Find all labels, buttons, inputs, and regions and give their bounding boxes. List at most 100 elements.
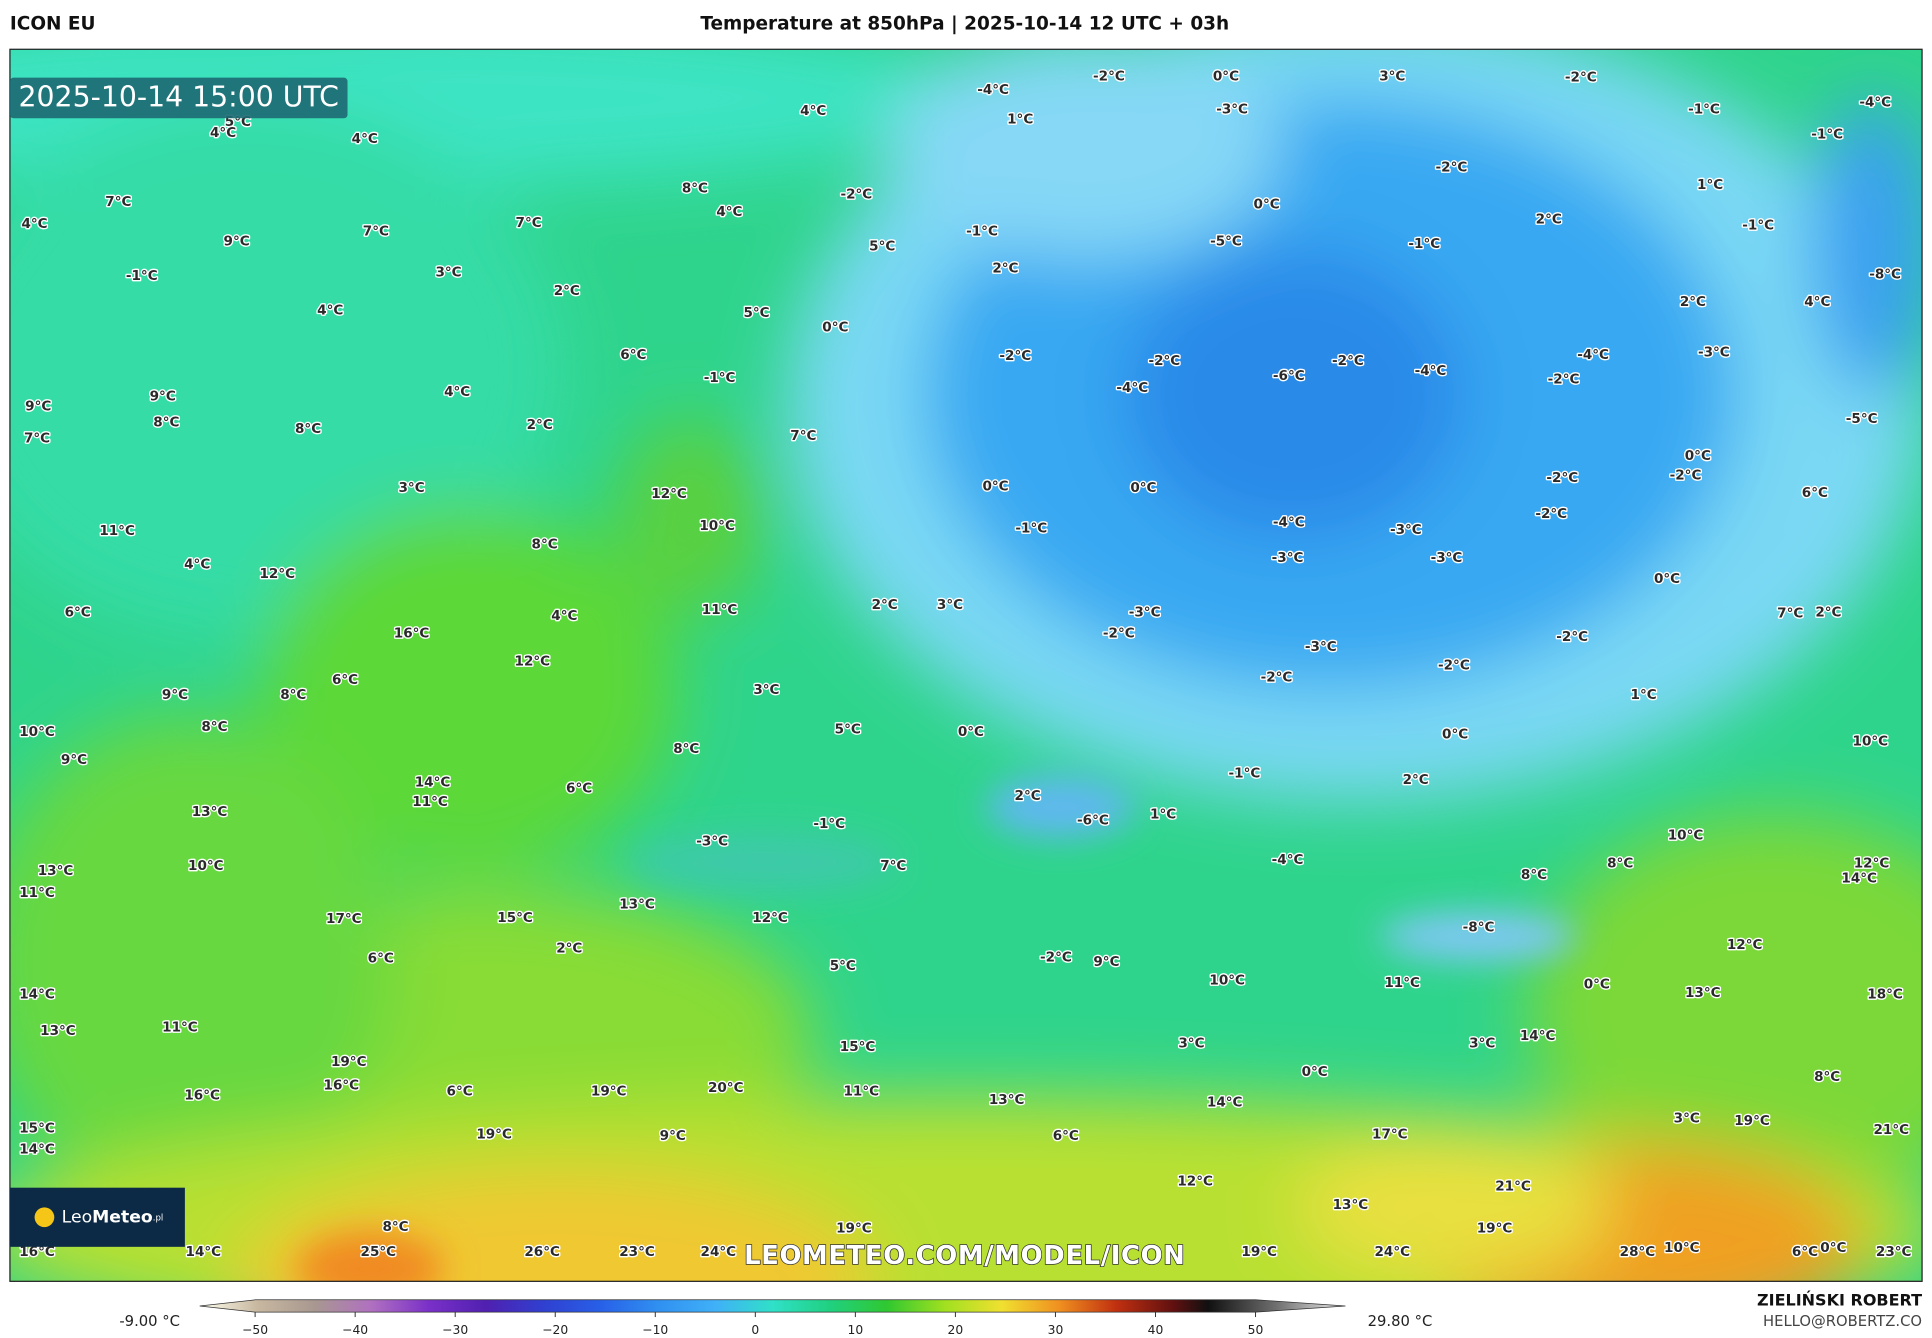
temperature-label: 14°C [1841, 870, 1877, 886]
temperature-label: 7°C [105, 194, 131, 210]
color-bar-tick-label: 40 [1148, 1323, 1164, 1337]
temperature-label: -4°C [1859, 94, 1891, 110]
temperature-label: 16°C [184, 1087, 220, 1103]
temperature-label: 24°C [701, 1244, 737, 1260]
temperature-label: 19°C [1241, 1244, 1277, 1260]
temperature-label: 8°C [382, 1219, 408, 1235]
temperature-label: 19°C [1734, 1113, 1770, 1129]
temperature-label: 5°C [743, 305, 769, 321]
temperature-label: 3°C [1178, 1036, 1204, 1052]
email: HELLO@ROBERTZ.CO [1763, 1313, 1922, 1330]
temperature-field [9, 49, 1923, 1282]
temperature-label: -2°C [840, 187, 872, 203]
temperature-label: 9°C [1093, 954, 1119, 970]
temperature-label: -4°C [1272, 852, 1304, 868]
temperature-label: -2°C [999, 348, 1031, 364]
temperature-label: -2°C [1565, 70, 1597, 86]
color-bar-tick-label: 0 [751, 1323, 759, 1337]
temperature-label: 1°C [1631, 687, 1657, 703]
color-bar-tick-label: −20 [542, 1323, 568, 1337]
temperature-label: 12°C [1854, 856, 1890, 872]
temperature-label: -2°C [1556, 629, 1588, 645]
temperature-label: 8°C [1607, 856, 1633, 872]
temperature-label: -4°C [1116, 380, 1148, 396]
temperature-label: -2°C [1535, 506, 1567, 522]
temperature-label: 2°C [1403, 772, 1429, 788]
temperature-label: 6°C [1053, 1128, 1079, 1144]
temperature-label: -2°C [1332, 353, 1364, 369]
temperature-label: 0°C [982, 479, 1008, 495]
legend-min: -9.00 °C [119, 1313, 180, 1330]
temperature-label: 10°C [699, 518, 735, 534]
temperature-label: 10°C [19, 724, 55, 740]
temperature-label: 6°C [368, 951, 394, 967]
color-bar-tick-label: 10 [848, 1323, 864, 1337]
source-url: LEOMETEO.COM/MODEL/ICON [744, 1241, 1185, 1271]
temperature-label: 4°C [210, 125, 236, 141]
valid-time-box [9, 77, 348, 119]
temperature-label: -1°C [1811, 126, 1843, 142]
temperature-label: -3°C [1129, 604, 1161, 620]
temperature-label: 10°C [188, 858, 224, 874]
temperature-label: 13°C [192, 804, 228, 820]
temperature-label: 11°C [412, 794, 448, 810]
temperature-label: -2°C [1148, 353, 1180, 369]
temperature-label: 15°C [497, 910, 533, 926]
map-frame [9, 48, 1923, 1282]
temperature-label: -2°C [1670, 468, 1702, 484]
color-bar-ticks: −50 −40 −30 −20 −10 0 10 20 30 40 50 [242, 1312, 1264, 1337]
author: ZIELIŃSKI ROBERT [1757, 1291, 1922, 1310]
temperature-label: 2°C [1015, 788, 1041, 804]
temperature-label: -1°C [126, 268, 158, 284]
temperature-label: -6°C [1077, 813, 1109, 829]
temperature-label: 21°C [1873, 1122, 1909, 1138]
temperature-label: 4°C [716, 204, 742, 220]
temperature-label: 17°C [326, 911, 362, 927]
temperature-label: 7°C [1777, 606, 1803, 622]
temperature-label: 0°C [1130, 480, 1156, 496]
temperature-label: 0°C [1442, 726, 1468, 742]
logo-meteo: Meteo [92, 1207, 153, 1227]
temperature-label: 13°C [40, 1023, 76, 1039]
temperature-label: 11°C [19, 885, 55, 901]
valid-time: 2025-10-14 15:00 UTC [19, 81, 339, 114]
color-bar-tick-label: −50 [242, 1323, 268, 1337]
temperature-label: 1°C [1150, 806, 1176, 822]
temperature-label: 16°C [394, 625, 430, 641]
color-bar-tick-label: 50 [1248, 1323, 1264, 1337]
logo-sun [34, 1207, 55, 1228]
temperature-label: -2°C [1548, 371, 1580, 387]
model-name: ICON EU [10, 14, 96, 35]
temperature-label: 6°C [1792, 1244, 1818, 1260]
temperature-label: -6°C [1273, 368, 1305, 384]
color-bar-tick-label: −40 [342, 1323, 368, 1337]
temperature-label: -3°C [1272, 550, 1304, 566]
temperature-label: 9°C [150, 389, 176, 405]
temperature-label: 12°C [752, 910, 788, 926]
temperature-label: 11°C [162, 1020, 198, 1036]
temperature-label: 8°C [682, 181, 708, 197]
temperature-label: 0°C [1654, 571, 1680, 587]
temperature-label: 4°C [184, 556, 210, 572]
temperature-label: 4°C [1804, 294, 1830, 310]
temperature-label: -5°C [1210, 233, 1242, 249]
color-bar-tick-label: −10 [642, 1323, 668, 1337]
temperature-label: -1°C [704, 370, 736, 386]
temperature-label: -4°C [977, 82, 1009, 98]
temperature-label: 14°C [1520, 1028, 1556, 1044]
temperature-label: 0°C [1254, 197, 1280, 213]
temperature-label: 7°C [363, 224, 389, 240]
temperature-label: -2°C [1436, 160, 1468, 176]
temperature-label: 10°C [1668, 827, 1704, 843]
temperature-label: 9°C [162, 687, 188, 703]
temperature-label: 2°C [527, 417, 553, 433]
temperature-label: 8°C [280, 687, 306, 703]
temperature-label: -1°C [1229, 766, 1261, 782]
temperature-label: -1°C [1742, 217, 1774, 233]
temperature-label: 15°C [19, 1121, 55, 1137]
temperature-label: 8°C [201, 719, 227, 735]
temperature-label: 6°C [332, 672, 358, 688]
legend-max: 29.80 °C [1368, 1313, 1433, 1330]
temperature-label: 21°C [1495, 1178, 1531, 1194]
temperature-label: 13°C [38, 863, 74, 879]
